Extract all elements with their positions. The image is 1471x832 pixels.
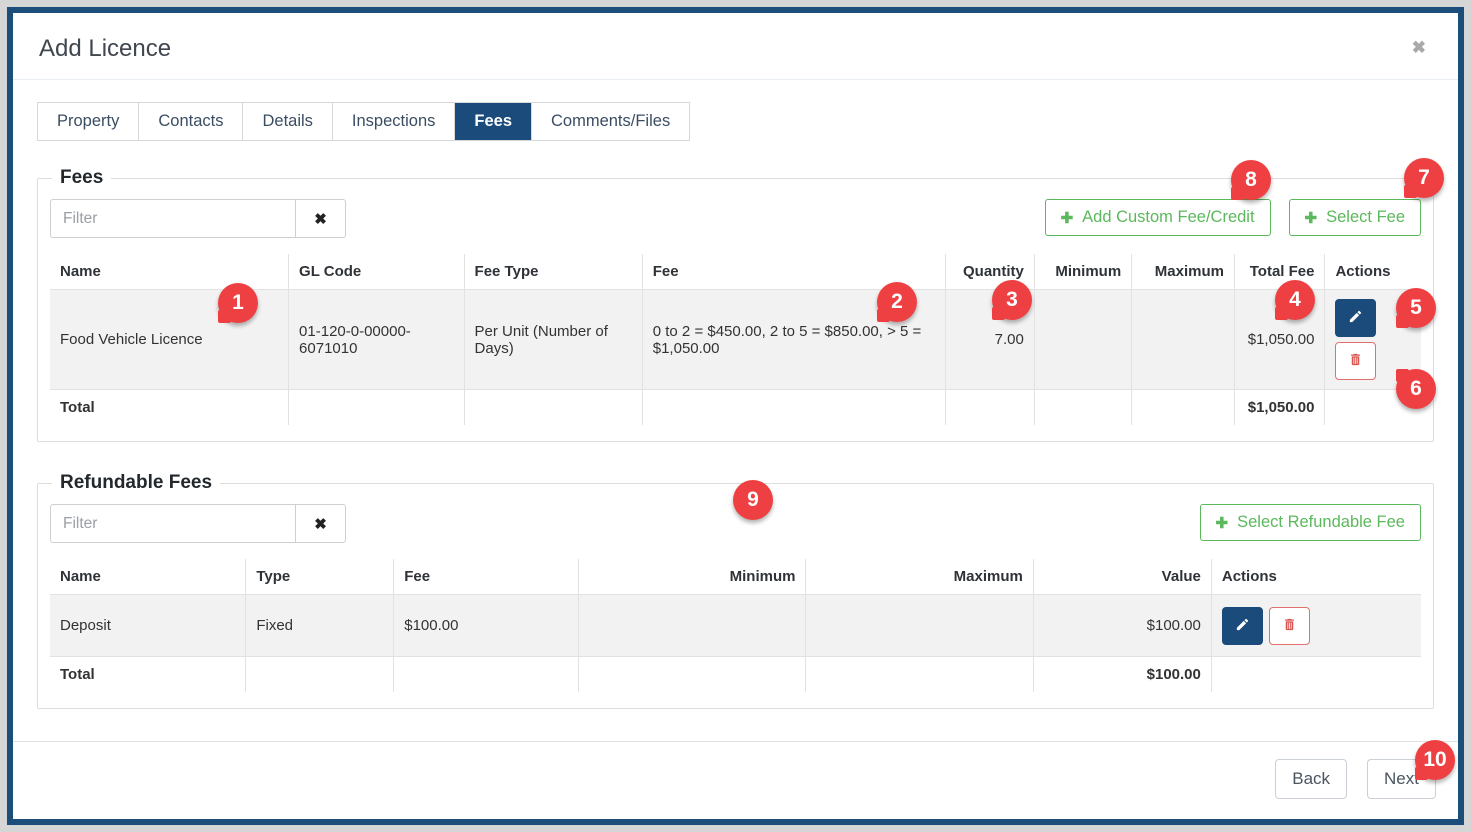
modal-header: Add Licence ✖	[13, 13, 1458, 80]
fee-maximum	[1131, 289, 1235, 390]
col-maximum: Maximum	[1131, 253, 1235, 290]
fee-gl-code: 01-120-0-00000-6071010	[288, 289, 465, 390]
pencil-icon	[1348, 309, 1363, 327]
fee-table-row: Food Vehicle Licence 01-120-0-00000-6071…	[49, 289, 1422, 390]
callout-badge-5: 5	[1396, 288, 1436, 328]
callout-badge-3: 3	[992, 280, 1032, 320]
callout-badge-2: 2	[877, 282, 917, 322]
refundable-type: Fixed	[245, 594, 395, 657]
fees-filter-input[interactable]	[50, 199, 295, 238]
fee-type: Per Unit (Number of Days)	[463, 289, 643, 390]
edit-fee-button[interactable]	[1335, 299, 1377, 337]
col-actions: Actions	[1324, 253, 1422, 290]
callout-badge-6: 6	[1396, 369, 1436, 409]
callout-badge-7: 7	[1404, 158, 1444, 198]
col-fee-type: Fee Type	[463, 253, 643, 290]
tab-comments-files[interactable]: Comments/Files	[532, 103, 690, 140]
add-licence-modal: Add Licence ✖ Property Contacts Details …	[7, 7, 1464, 825]
tab-property[interactable]: Property	[38, 103, 140, 140]
delete-fee-button[interactable]	[1335, 342, 1377, 380]
back-button[interactable]: Back	[1275, 759, 1348, 799]
refundable-total-label: Total	[49, 656, 247, 693]
select-refundable-fee-button[interactable]: ✚ Select Refundable Fee	[1199, 504, 1421, 541]
col-maximum: Maximum	[805, 558, 1034, 595]
select-fee-button[interactable]: ✚ Select Fee	[1288, 199, 1421, 236]
modal-body: Property Contacts Details Inspections Fe…	[13, 80, 1458, 741]
trash-icon	[1282, 617, 1297, 635]
tab-bar: Property Contacts Details Inspections Fe…	[37, 102, 691, 141]
refundable-fees-section-title: Refundable Fees	[60, 472, 213, 493]
col-value: Value	[1032, 558, 1212, 595]
refundable-filter-input[interactable]	[50, 504, 295, 543]
col-type: Type	[245, 558, 395, 595]
callout-badge-8: 8	[1231, 160, 1271, 200]
fees-section: Fees ✖ ✚ Add Custom Fee/Credit ✚ Select …	[37, 167, 1434, 442]
col-actions: Actions	[1210, 558, 1422, 595]
col-total-fee: Total Fee	[1233, 253, 1326, 290]
fees-total-value: $1,050.00	[1233, 389, 1326, 426]
tab-fees[interactable]: Fees	[455, 103, 532, 140]
close-icon[interactable]: ✖	[1406, 35, 1432, 60]
col-name: Name	[49, 558, 247, 595]
col-name: Name	[49, 253, 290, 290]
edit-refundable-fee-button[interactable]	[1221, 606, 1263, 645]
fee-tiers: 0 to 2 = $450.00, 2 to 5 = $850.00, > 5 …	[641, 289, 946, 390]
select-fee-label: Select Fee	[1326, 208, 1405, 226]
plus-icon: ✚	[1215, 514, 1229, 532]
callout-badge-4: 4	[1275, 280, 1315, 320]
tab-inspections[interactable]: Inspections	[332, 103, 456, 140]
fees-table-header-row: Name GL Code Fee Type Fee Quantity Minim…	[49, 253, 1422, 290]
callout-badge-10: 10	[1415, 740, 1455, 780]
col-minimum: Minimum	[578, 558, 807, 595]
callout-badge-1: 1	[218, 283, 258, 323]
fee-minimum	[1033, 289, 1133, 390]
refundable-total-row: Total $100.00	[49, 656, 1422, 693]
callout-badge-9: 9	[733, 480, 773, 520]
pencil-icon	[1235, 617, 1250, 635]
refundable-minimum	[578, 594, 807, 657]
col-fee: Fee	[393, 558, 580, 595]
refundable-fees-table: Name Type Fee Minimum Maximum Value Acti…	[49, 558, 1422, 693]
modal-footer: Back Next	[13, 741, 1458, 819]
refundable-fees-section: Refundable Fees ✖ ✚ Select Refundable Fe…	[37, 472, 1434, 709]
plus-icon: ✚	[1060, 209, 1074, 227]
refundable-value: $100.00	[1032, 594, 1212, 657]
delete-refundable-fee-button[interactable]	[1268, 606, 1310, 645]
fees-filter-group: ✖	[50, 199, 346, 238]
fees-total-label: Total	[49, 389, 290, 426]
refundable-total-value: $100.00	[1032, 656, 1212, 693]
col-minimum: Minimum	[1033, 253, 1133, 290]
trash-icon	[1348, 352, 1363, 370]
fees-table: Name GL Code Fee Type Fee Quantity Minim…	[49, 253, 1422, 426]
plus-icon: ✚	[1304, 209, 1318, 227]
tab-details[interactable]: Details	[243, 103, 333, 140]
refundable-fee: $100.00	[393, 594, 580, 657]
refundable-filter-clear-icon[interactable]: ✖	[295, 504, 346, 543]
fees-section-title: Fees	[60, 167, 104, 188]
page-title: Add Licence	[39, 35, 172, 62]
add-custom-fee-credit-button[interactable]: ✚ Add Custom Fee/Credit	[1044, 199, 1271, 236]
refundable-name: Deposit	[49, 594, 247, 657]
tab-contacts[interactable]: Contacts	[139, 103, 244, 140]
fees-filter-clear-icon[interactable]: ✖	[295, 199, 346, 238]
fees-total-row: Total $1,050.00	[49, 389, 1422, 426]
refundable-filter-group: ✖	[50, 504, 346, 543]
refundable-maximum	[805, 594, 1034, 657]
select-refundable-fee-label: Select Refundable Fee	[1237, 513, 1405, 531]
add-custom-fee-credit-label: Add Custom Fee/Credit	[1082, 208, 1255, 226]
refundable-table-header-row: Name Type Fee Minimum Maximum Value Acti…	[49, 558, 1422, 595]
refundable-fee-row: Deposit Fixed $100.00 $100.00	[49, 594, 1422, 657]
col-gl-code: GL Code	[288, 253, 465, 290]
